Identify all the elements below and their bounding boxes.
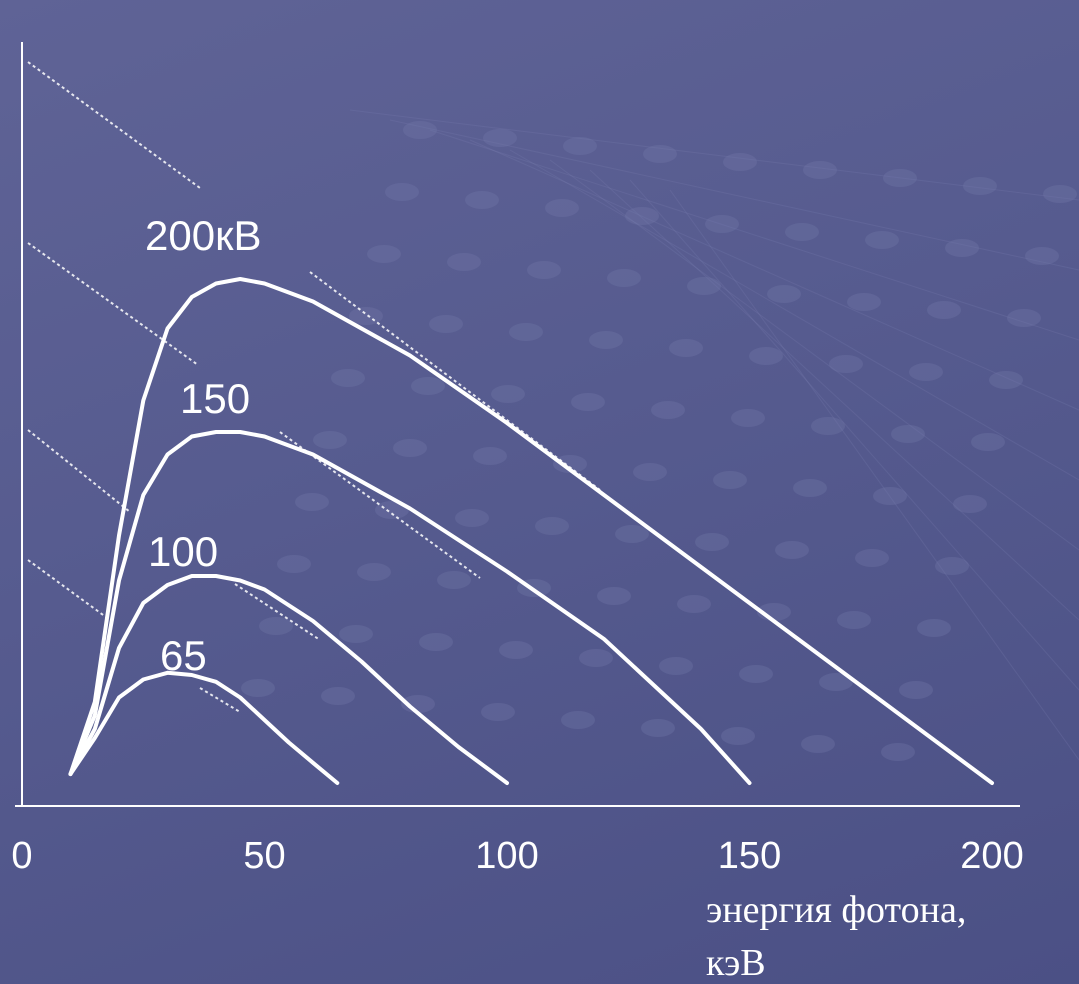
series-curve-100 <box>68 574 509 785</box>
x-tick-label: 100 <box>475 835 538 877</box>
tangent-line-6 <box>27 559 111 621</box>
series-curve-65 <box>68 670 340 785</box>
series-label-100: 100 <box>148 528 218 575</box>
x-tick-label: 0 <box>11 835 32 877</box>
x-axis-label-line2: кэВ <box>706 942 766 984</box>
x-tick-labels: 0 50 100 150 200 <box>11 835 1023 877</box>
series-curve-150 <box>68 430 752 785</box>
tangent-line-2 <box>27 242 199 366</box>
series-label-150: 150 <box>180 375 250 422</box>
series-curves <box>68 277 994 785</box>
tangent-line-5 <box>234 583 321 641</box>
tangent-line-4 <box>27 429 131 513</box>
x-tick-label: 200 <box>960 835 1023 877</box>
x-tick-label: 50 <box>243 835 285 877</box>
tangent-line-0 <box>27 61 201 189</box>
tangent-line-3 <box>279 431 481 579</box>
background-pattern <box>241 109 1079 761</box>
series-label-200: 200кВ <box>145 212 261 259</box>
series-curve-200 <box>68 277 994 785</box>
series-label-65: 65 <box>160 632 207 679</box>
tangent-line-7 <box>199 687 241 713</box>
series-labels: 200кВ 150 100 65 <box>145 212 261 679</box>
x-axis-label-line1: энергия фотона, <box>706 889 966 931</box>
x-tick-label: 150 <box>718 835 781 877</box>
